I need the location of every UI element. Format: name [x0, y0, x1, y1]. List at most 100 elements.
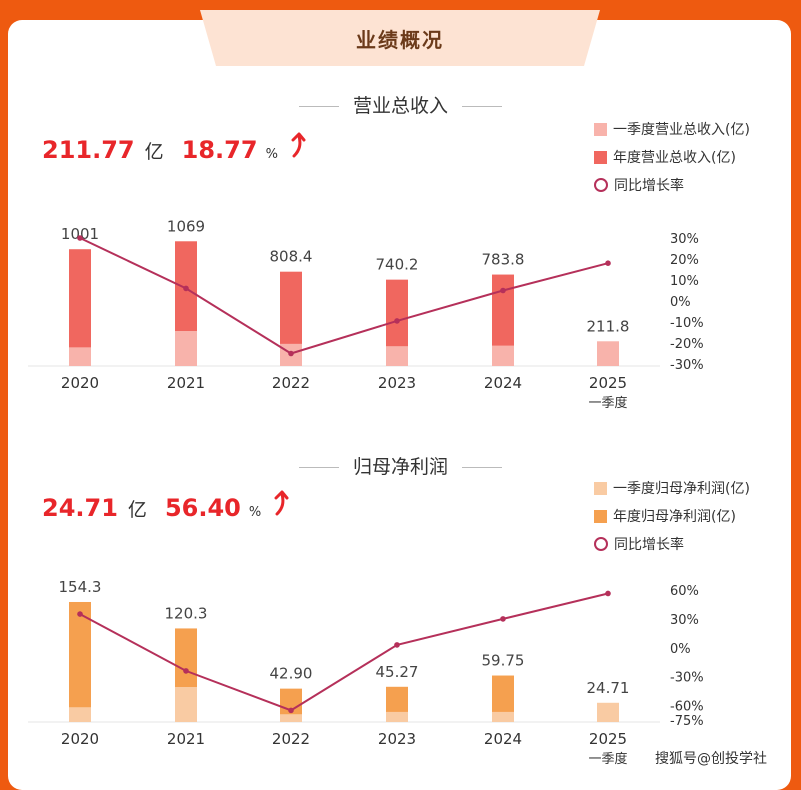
profit-kpi-growth: 56.40: [164, 494, 241, 522]
x-tick-sublabel: 一季度: [588, 751, 627, 765]
bar-annual: [280, 688, 302, 722]
y2-tick-label: -30%: [670, 671, 704, 686]
data-label: 808.4: [270, 248, 313, 266]
bar-q1: [492, 711, 514, 722]
legend-label: 年度归母净利润(亿): [613, 509, 736, 525]
bar-annual: [280, 271, 302, 366]
legend-label: 同比增长率: [614, 537, 684, 553]
content-card: [8, 20, 791, 790]
header-tab: 业绩概况: [200, 10, 600, 66]
data-label: 1001: [61, 225, 99, 243]
bar-q1: [597, 341, 619, 366]
data-label: 45.27: [376, 663, 419, 681]
y2-tick-label: -75%: [670, 714, 704, 729]
x-tick-label: 2024: [484, 730, 522, 748]
profit-kpi: 24.71 亿 56.40 %: [42, 490, 289, 522]
up-arrow-icon: [291, 132, 306, 158]
growth-point: [183, 285, 189, 292]
legend-label: 年度营业总收入(亿): [613, 150, 736, 166]
growth-point: [183, 668, 189, 674]
bar-q1: [280, 714, 302, 722]
data-label: 154.3: [59, 578, 102, 596]
revenue-kpi-value: 211.77: [42, 136, 135, 164]
legend-item-q1: 一季度归母净利润(亿): [594, 474, 750, 502]
legend-label: 一季度归母净利润(亿): [613, 481, 750, 497]
data-label: 740.2: [376, 256, 419, 274]
bar-q1: [175, 331, 197, 366]
profit-chart: 154.3 2020 120.3 2021 42.90 2022 45.27 2023 59.7…: [28, 578, 704, 765]
bar-q1: [386, 711, 408, 722]
legend-swatch: [594, 481, 607, 495]
revenue-legend: 一季度营业总收入(亿) 年度营业总收入(亿) 同比增长率: [594, 115, 750, 199]
data-label: 211.8: [587, 317, 630, 335]
bar-q1: [492, 345, 514, 366]
bar-q1: [597, 702, 619, 722]
y2-tick-label: -10%: [670, 316, 704, 331]
revenue-section-title: 营业总收入: [0, 91, 801, 118]
x-tick-label: 2021: [167, 374, 205, 392]
x-tick-label: 2023: [378, 730, 416, 748]
legend-ring-icon: [594, 537, 608, 551]
bar-q1: [175, 687, 197, 722]
revenue-title-text: 营业总收入: [352, 95, 448, 117]
y2-tick-label: -20%: [670, 337, 704, 352]
revenue-kpi: 211.77 亿 18.77 %: [42, 132, 306, 164]
title-divider-right: [462, 106, 502, 107]
bar-annual: [69, 249, 91, 366]
data-label: 120.3: [165, 604, 208, 622]
title-divider-left: [298, 106, 339, 107]
up-arrow-icon: [274, 490, 289, 516]
legend-swatch: [594, 509, 607, 523]
growth-point: [77, 611, 83, 617]
revenue-kpi-growth-unit: %: [265, 147, 278, 162]
x-tick-label: 2025: [589, 730, 627, 748]
x-tick-label: 2023: [378, 374, 416, 392]
legend-swatch: [594, 150, 607, 164]
revenue-kpi-growth: 18.77: [181, 136, 258, 164]
bar-q1: [386, 346, 408, 366]
legend-item-growth: 同比增长率: [594, 171, 750, 199]
x-tick-sublabel: 一季度: [588, 395, 627, 411]
title-divider-left: [298, 467, 339, 468]
data-label: 59.75: [482, 652, 525, 670]
watermark: 搜狐号@创投学社: [655, 751, 767, 767]
y2-tick-label: 0%: [670, 642, 691, 657]
legend-label: 同比增长率: [614, 178, 684, 194]
growth-point: [288, 707, 294, 714]
growth-point: [77, 235, 83, 241]
legend-swatch: [594, 122, 607, 136]
y2-tick-label: 30%: [670, 232, 699, 247]
growth-point: [288, 350, 294, 357]
growth-line: [79, 237, 609, 355]
growth-point: [605, 260, 611, 266]
y2-tick-label: -60%: [670, 700, 704, 715]
revenue-kpi-unit: 亿: [144, 141, 164, 163]
x-tick-label: 2020: [61, 730, 99, 748]
bar-q1: [69, 347, 91, 366]
y2-tick-label: 0%: [670, 295, 691, 310]
y2-tick-label: 20%: [670, 253, 699, 268]
bar-q1: [69, 707, 91, 722]
growth-point: [500, 287, 506, 294]
bar-annual: [492, 274, 514, 366]
x-tick-label: 2022: [272, 730, 310, 748]
legend-item-annual: 年度归母净利润(亿): [594, 502, 750, 530]
data-label: 1069: [167, 217, 205, 235]
y2-tick-label: 10%: [670, 274, 699, 289]
x-tick-label: 2025: [589, 374, 627, 392]
profit-legend: 一季度归母净利润(亿) 年度归母净利润(亿) 同比增长率: [594, 474, 750, 558]
legend-item-growth: 同比增长率: [594, 530, 750, 558]
growth-point: [394, 318, 400, 324]
x-tick-label: 2024: [484, 374, 522, 392]
profit-section-title: 归母净利润: [0, 452, 801, 479]
profit-kpi-value: 24.71: [42, 494, 118, 522]
x-tick-label: 2022: [272, 374, 310, 392]
profit-kpi-growth-unit: %: [248, 505, 262, 520]
growth-point: [500, 616, 506, 622]
legend-item-q1: 一季度营业总收入(亿): [594, 115, 750, 143]
growth-point: [394, 642, 400, 648]
growth-line: [79, 592, 609, 712]
y2-tick-label: 30%: [670, 613, 699, 628]
legend-ring-icon: [594, 178, 608, 192]
data-label: 42.90: [270, 665, 313, 683]
